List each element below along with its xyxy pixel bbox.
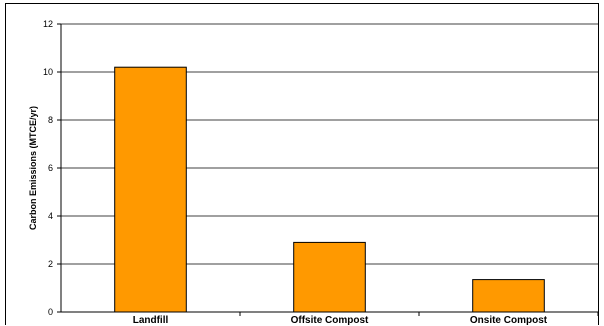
y-tick-labels: 0 2 4 6 8 10 12	[43, 19, 53, 317]
bars	[114, 66, 545, 313]
x-category-label: Onsite Compost	[470, 315, 548, 326]
bar-landfill	[114, 66, 187, 313]
x-category-label: Landfill	[133, 315, 169, 326]
y-tick-label: 2	[48, 259, 53, 269]
bar-onsite-compost	[472, 279, 545, 313]
y-tick-label: 8	[48, 115, 53, 125]
x-category-label: Offsite Compost	[291, 315, 369, 326]
y-axis-title: Carbon Emissions (MTCE/yr)	[28, 106, 38, 230]
bar-offsite-compost	[293, 241, 366, 313]
y-tick-label: 0	[48, 307, 53, 317]
y-tick-label: 6	[48, 163, 53, 173]
x-category-labels: Landfill Offsite Compost Onsite Compost	[133, 312, 599, 326]
y-tick-label: 10	[43, 67, 53, 77]
y-tick-label: 4	[48, 211, 53, 221]
y-tick-label: 12	[43, 19, 53, 29]
